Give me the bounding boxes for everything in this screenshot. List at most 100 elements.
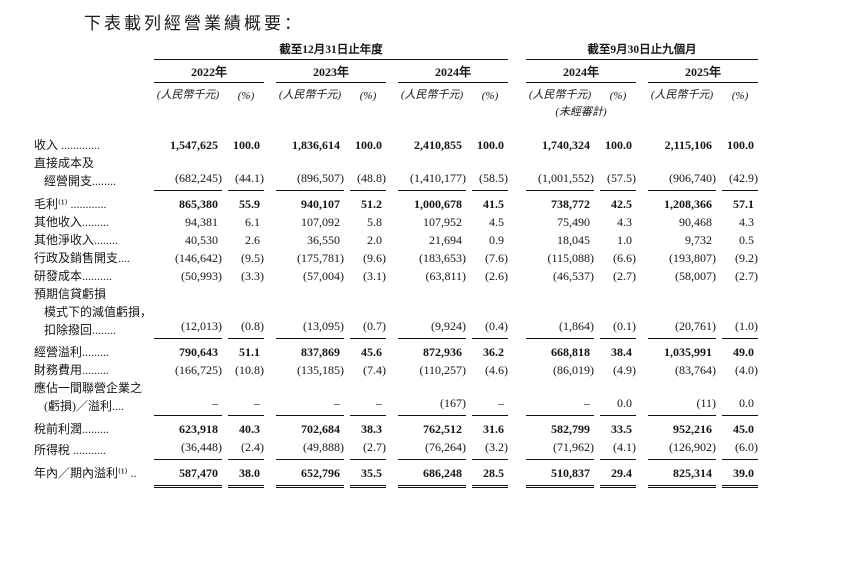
spacer [508, 249, 526, 267]
row-label-line: 財務費用......... [34, 363, 110, 377]
percent-cell: (9.5) [241, 250, 264, 265]
double-rule-row [34, 482, 758, 488]
spacer [386, 285, 398, 339]
percent-cell: 57.1 [733, 196, 754, 211]
percent-cell: 6.1 [245, 214, 260, 229]
spacer [508, 102, 526, 119]
percent-cell: 51.1 [239, 345, 260, 359]
percent-cell: (3.3) [241, 268, 264, 283]
spacer [508, 379, 526, 415]
spacer [386, 60, 398, 83]
year-header-row: 2022年 2023年 2024年 2024年 2025年 [34, 59, 758, 83]
spacer [508, 459, 526, 482]
percent-cell: 38.4 [611, 345, 632, 359]
spacer [264, 379, 276, 415]
spacer [386, 415, 398, 438]
percent-cell: 4.3 [617, 214, 632, 229]
percent-cell: (2.6) [485, 268, 508, 283]
percent-header: (%) [481, 90, 499, 102]
double-rule [472, 482, 508, 488]
amount-cell: 21,694 [429, 232, 462, 247]
amount-cell: – [526, 379, 594, 416]
row-label-line: 年內／期內溢利⁽¹⁾ .. [34, 465, 137, 480]
year-header-9m2025: 2025年 [648, 59, 758, 83]
spacer [508, 285, 526, 339]
spacer [508, 190, 526, 213]
double-rule [398, 482, 466, 488]
row-label: 預期信貸虧損 模式下的減值虧損， 扣除撥回........ [34, 285, 154, 339]
percent-cell: (44.1) [228, 154, 264, 191]
spacer [636, 119, 648, 154]
percent-cell: 31.6 [483, 421, 504, 436]
double-rule [228, 482, 264, 488]
table-row: 年內／期內溢利⁽¹⁾ .. 587,470 38.0 652,796 35.5 686,2… [34, 459, 758, 482]
percent-cell: 100.0 [477, 138, 504, 152]
unit-header: (人民幣千元) [156, 89, 220, 101]
table-row: 收入 ............. 1,547,625 100.0 1,836,614 1… [34, 119, 758, 154]
spacer [34, 102, 154, 119]
spacer [264, 285, 276, 339]
percent-cell: 4.3 [739, 214, 754, 229]
spacer [508, 231, 526, 249]
amount-cell: 1,035,991 [664, 345, 712, 359]
spacer [386, 361, 398, 379]
spacer [636, 231, 648, 249]
spacer [264, 459, 276, 482]
spacer [386, 249, 398, 267]
amount-cell: 36,550 [307, 232, 340, 247]
percent-cell: (10.8) [235, 363, 264, 377]
amount-cell: (12,013) [154, 284, 222, 339]
amount-cell: 40,530 [185, 232, 218, 247]
spacer [508, 83, 526, 103]
spacer [508, 438, 526, 460]
amount-cell: 510,837 [551, 465, 590, 480]
amount-cell: 652,796 [301, 465, 340, 480]
spacer [636, 102, 648, 119]
percent-cell: 2.0 [367, 232, 382, 247]
amount-cell: (36,448) [154, 437, 222, 460]
percent-cell: (0.7) [350, 284, 386, 339]
spacer [508, 154, 526, 190]
percent-cell: (2.7) [613, 268, 636, 283]
percent-header: (%) [609, 90, 627, 102]
year-header-2022: 2022年 [154, 59, 264, 83]
row-label-line: (虧損)／溢利.... [44, 399, 124, 413]
percent-cell: 36.2 [483, 345, 504, 359]
row-label-line: 研發成本.......... [34, 268, 113, 283]
percent-header: (%) [359, 90, 377, 102]
spacer [636, 60, 648, 83]
row-label-line: 毛利⁽¹⁾ ............ [34, 196, 107, 211]
percent-cell: (3.1) [363, 268, 386, 283]
percent-cell: 0.9 [489, 232, 504, 247]
amount-cell: – [276, 379, 344, 416]
percent-cell: – [228, 379, 264, 416]
percent-cell: 29.4 [611, 465, 632, 480]
percent-header: (%) [731, 90, 749, 102]
percent-cell: (7.6) [485, 250, 508, 265]
percent-cell: (4.6) [485, 363, 508, 377]
percent-cell: (42.9) [722, 154, 758, 191]
spacer [508, 339, 526, 362]
row-label: 應佔一間聯營企業之 (虧損)／溢利.... [34, 379, 154, 415]
spacer [386, 154, 398, 190]
unit-header: (人民幣千元) [278, 89, 342, 101]
period-header-row: 截至12月31日止年度 截至9月30日止九個月 [34, 41, 758, 60]
row-label: 其他收入......... [34, 213, 154, 231]
amount-cell: (135,185) [297, 363, 344, 377]
year-header-2024: 2024年 [398, 59, 508, 83]
amount-cell: 952,216 [673, 421, 712, 436]
amount-cell: 790,643 [179, 345, 218, 359]
spacer [264, 60, 276, 83]
unaudited-note: (未經審計) [555, 106, 607, 118]
period-header-interim: 截至9月30日止九個月 [526, 41, 758, 60]
spacer [264, 119, 276, 154]
amount-cell: (1,864) [526, 284, 594, 339]
percent-cell: 1.0 [617, 232, 632, 247]
row-label-line: 應佔一間聯營企業之 [34, 381, 143, 395]
spacer [508, 60, 526, 83]
spacer [386, 190, 398, 213]
row-label: 其他淨收入........ [34, 231, 154, 249]
spacer [636, 267, 648, 285]
spacer [264, 190, 276, 213]
spacer [386, 213, 398, 231]
